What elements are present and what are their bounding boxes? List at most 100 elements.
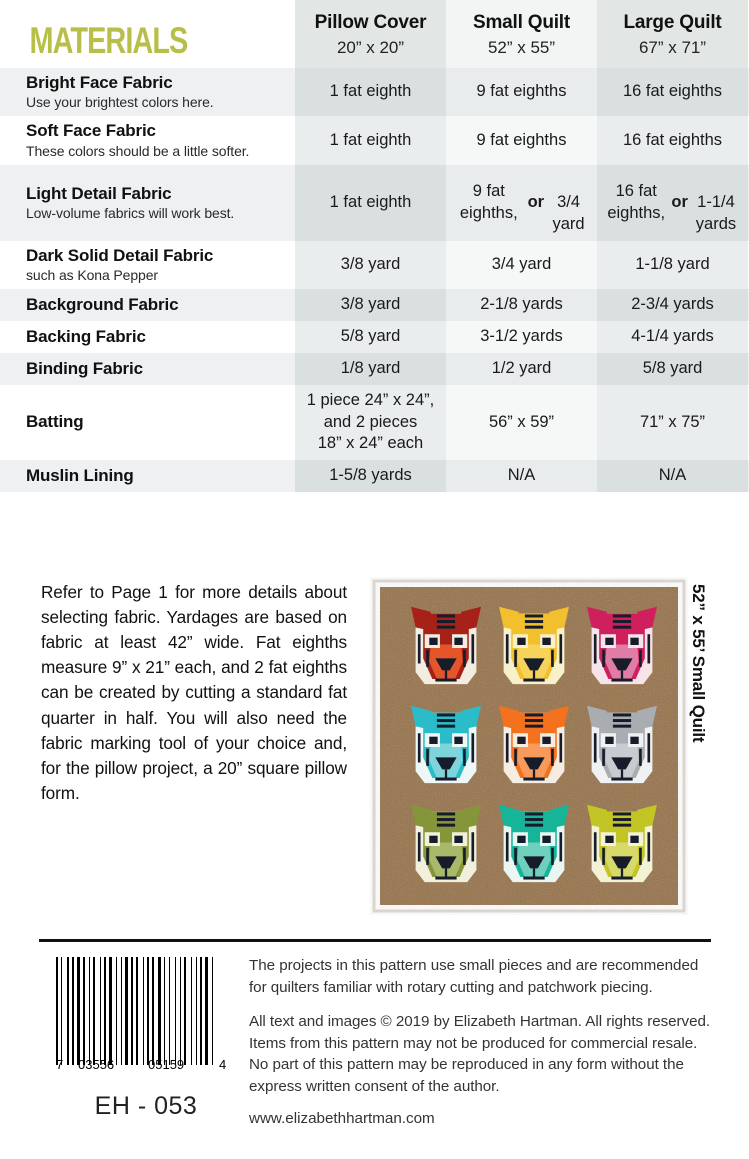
row-label-cell: Background Fabric (0, 289, 295, 321)
barcode-digit-left: 7 (56, 1057, 64, 1072)
value-cell: 9 fat eighths (446, 116, 597, 166)
forehead-stripe-1 (612, 614, 632, 618)
barcode-digit-group2: 05159 (148, 1057, 185, 1072)
yellow-tiger (499, 606, 569, 685)
cheek-stripe-right-outer (559, 733, 563, 763)
barcode-bars (56, 957, 228, 1065)
cheek-stripe-right-inner (551, 748, 554, 766)
nose (523, 856, 545, 869)
forehead-stripe-2 (612, 620, 632, 624)
mouth-line (611, 876, 633, 880)
info-and-photo-section: Refer to Page 1 for more details about s… (0, 572, 749, 927)
cheek-stripe-right-inner (463, 748, 466, 766)
column-header-small-quilt: Small Quilt 52” x 55” (446, 0, 597, 68)
cheek-stripe-right-outer (471, 634, 475, 664)
cheek-stripe-left-inner (514, 649, 517, 667)
forehead-stripe-1 (436, 713, 456, 717)
value-cell: 1/2 yard (446, 353, 597, 385)
value-cell: 3/4 yard (446, 240, 597, 290)
cheek-stripe-left-inner (602, 847, 605, 865)
barcode-bar (125, 957, 128, 1065)
cheek-stripe-right-outer (559, 832, 563, 862)
value-cell: 9 fat eighths, or 3/4 yard (446, 165, 597, 241)
barcode-bar (143, 957, 144, 1065)
forehead-stripe-2 (436, 620, 456, 624)
eye-right (630, 736, 639, 744)
row-label-cell: Muslin Lining (0, 460, 295, 492)
forehead-stripe-1 (524, 713, 544, 717)
cheek-stripe-right-outer (647, 634, 651, 664)
barcode-bar (67, 957, 69, 1065)
barcode-bar (184, 957, 186, 1065)
forehead-stripe-2 (524, 620, 544, 624)
cheek-stripe-left-inner (426, 748, 429, 766)
row-label: Binding Fabric (26, 358, 143, 378)
mouth-line (523, 876, 545, 880)
barcode-bar (72, 957, 74, 1065)
cheek-stripe-right-inner (639, 649, 642, 667)
table-row: Soft Face Fabric These colors should be a… (0, 116, 749, 166)
barcode-bar (158, 957, 161, 1065)
recommendation-note: The projects in this pattern use small p… (249, 957, 699, 996)
cheek-stripe-left-outer (417, 832, 421, 862)
turquoise-tiger (411, 705, 481, 784)
barcode: 7 03556 05159 4 (56, 957, 228, 1088)
value-cell: 1 piece 24” x 24”, and 2 pieces 18” x 24” … (295, 384, 446, 461)
cheek-stripe-left-inner (426, 649, 429, 667)
barcode-bar (131, 957, 133, 1065)
barcode-bar (200, 957, 202, 1065)
forehead-stripe-1 (524, 812, 544, 816)
barcode-bar (104, 957, 106, 1065)
cheek-stripe-left-inner (602, 748, 605, 766)
nose (435, 856, 457, 869)
value-cell: 2-1/8 yards (446, 289, 597, 322)
forehead-stripe-3 (612, 823, 632, 827)
cheek-stripe-right-inner (463, 649, 466, 667)
table-body: Bright Face Fabric Use your brightest col… (0, 67, 749, 492)
website-link[interactable]: www.elizabethhartman.com (249, 1110, 435, 1128)
mouth-stem (620, 868, 624, 877)
row-note: These colors should be a little softer. (26, 142, 250, 159)
barcode-bar (109, 957, 112, 1065)
value-cell: 9 fat eighths (446, 67, 597, 117)
value-cell: 5/8 yard (295, 321, 446, 354)
cheek-stripe-left-inner (426, 847, 429, 865)
forehead-stripe-3 (612, 724, 632, 728)
eye-left (429, 637, 438, 645)
value-cell: 16 fat eighths (597, 116, 748, 166)
row-label: Light Detail Fabric (26, 183, 172, 203)
barcode-bar (116, 957, 117, 1065)
barcode-bar (212, 957, 213, 1065)
barcode-bar (152, 957, 154, 1065)
table-row: Binding Fabric 1/8 yard 1/2 yard 5/8 yard (0, 353, 749, 385)
cheek-stripe-left-outer (593, 832, 597, 862)
value-cell: 2-3/4 yards (597, 289, 748, 322)
row-label-cell: Bright Face Fabric Use your brightest col… (0, 68, 295, 117)
mouth-stem (444, 868, 448, 877)
barcode-bar (121, 957, 122, 1065)
row-label: Dark Solid Detail Fabric (26, 245, 214, 265)
value-cell: 1-1/8 yard (597, 240, 748, 290)
mouth-stem (532, 670, 536, 679)
eye-left (605, 835, 614, 843)
row-label: Bright Face Fabric (26, 72, 173, 92)
eye-right (454, 835, 463, 843)
barcode-bar (136, 957, 138, 1065)
barcode-digits: 7 03556 05159 4 (56, 1057, 228, 1077)
barcode-bar (93, 957, 95, 1065)
cheek-stripe-right-inner (551, 847, 554, 865)
cheek-stripe-left-outer (593, 634, 597, 664)
nose (523, 757, 545, 770)
value-cell: 3/8 yard (295, 240, 446, 290)
quilt-size-caption: 52” x 55’ Small Quilt (689, 584, 708, 743)
value-cell: 5/8 yard (597, 353, 748, 385)
barcode-bar (77, 957, 80, 1065)
materials-table: MATERIALS Pillow Cover 20” x 20” Small Q… (0, 0, 749, 492)
cheek-stripe-right-inner (551, 649, 554, 667)
nose (611, 856, 633, 869)
mouth-stem (444, 769, 448, 778)
barcode-bar (83, 957, 85, 1065)
barcode-bar (56, 957, 58, 1065)
mouth-line (435, 678, 457, 682)
